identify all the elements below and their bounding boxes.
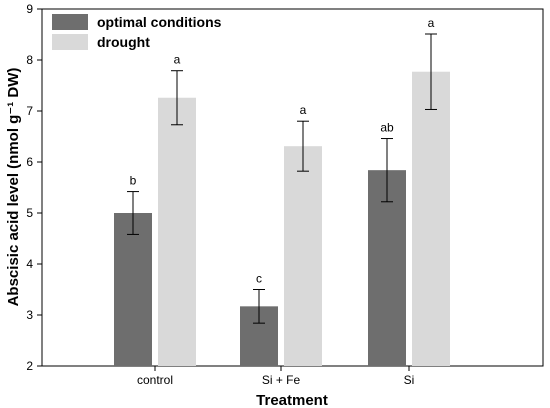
y-tick-label: 9 — [26, 2, 33, 16]
y-tick-label: 6 — [26, 155, 33, 169]
x-tick-label: Si + Fe — [262, 373, 301, 387]
y-tick-label: 2 — [26, 359, 33, 373]
y-tick-label: 3 — [26, 308, 33, 322]
bar — [368, 170, 406, 366]
x-tick-label: control — [137, 373, 173, 387]
x-tick-label: Si — [404, 373, 415, 387]
legend-swatch — [52, 34, 88, 50]
bar — [114, 213, 152, 366]
legend-label: drought — [97, 34, 150, 50]
bar — [158, 97, 196, 367]
y-tick-label: 7 — [26, 104, 33, 118]
bar — [412, 71, 450, 366]
significance-label: b — [130, 174, 137, 188]
y-tick-label: 8 — [26, 53, 33, 67]
significance-label: a — [428, 16, 435, 30]
x-axis-title: Treatment — [256, 392, 328, 408]
significance-label: c — [256, 272, 262, 286]
legend-label: optimal conditions — [97, 14, 222, 30]
significance-label: ab — [380, 121, 394, 135]
y-axis-title: Abscisic acid level (nmol g⁻¹ DW) — [5, 68, 22, 307]
significance-label: a — [300, 103, 307, 117]
y-tick-label: 5 — [26, 206, 33, 220]
significance-label: a — [174, 53, 181, 67]
legend-swatch — [52, 14, 88, 30]
y-tick-label: 4 — [26, 257, 33, 271]
bar — [284, 146, 322, 366]
